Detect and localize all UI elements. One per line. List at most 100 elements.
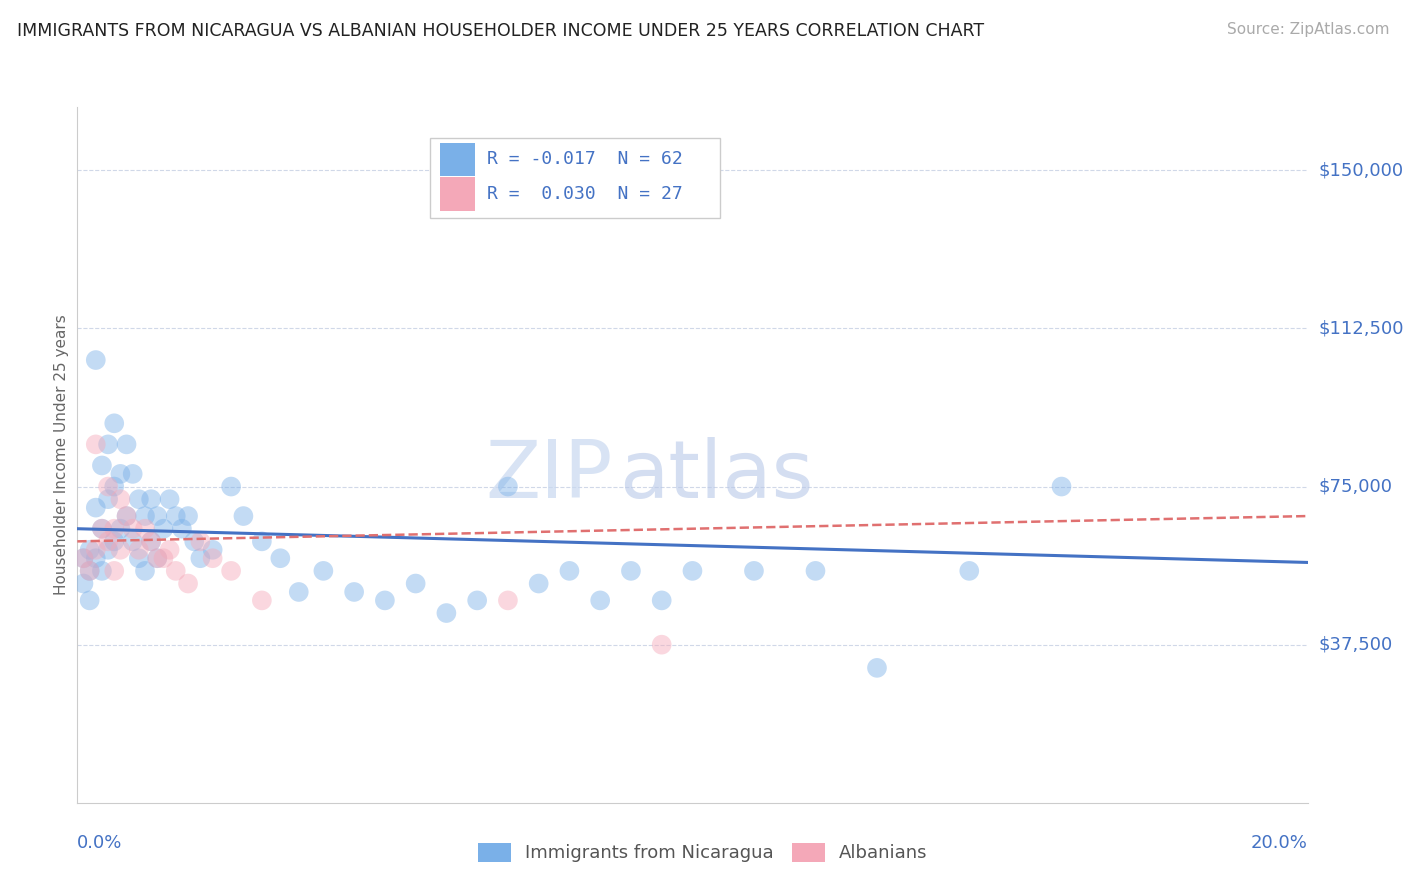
Point xyxy=(232,509,254,524)
Point xyxy=(79,593,101,607)
Text: $37,500: $37,500 xyxy=(1319,636,1393,654)
Point xyxy=(121,534,143,549)
Point xyxy=(1050,479,1073,493)
Point xyxy=(90,522,114,536)
Point xyxy=(103,534,125,549)
Point xyxy=(79,564,101,578)
Point xyxy=(527,576,550,591)
Point xyxy=(141,492,163,507)
Point xyxy=(288,585,311,599)
Point xyxy=(115,509,138,524)
Point xyxy=(177,576,200,591)
Point xyxy=(201,542,224,557)
Point xyxy=(558,564,581,578)
Point xyxy=(651,638,673,652)
Point xyxy=(110,467,132,481)
Text: R =  0.030  N = 27: R = 0.030 N = 27 xyxy=(486,185,683,203)
Point xyxy=(405,576,427,591)
Text: IMMIGRANTS FROM NICARAGUA VS ALBANIAN HOUSEHOLDER INCOME UNDER 25 YEARS CORRELAT: IMMIGRANTS FROM NICARAGUA VS ALBANIAN HO… xyxy=(17,22,984,40)
Point xyxy=(250,534,273,549)
Point xyxy=(79,542,101,557)
Point xyxy=(146,509,169,524)
Point xyxy=(84,353,107,368)
Text: Source: ZipAtlas.com: Source: ZipAtlas.com xyxy=(1226,22,1389,37)
Point xyxy=(188,551,212,566)
Point xyxy=(620,564,643,578)
Point xyxy=(110,522,132,536)
Point xyxy=(312,564,335,578)
Point xyxy=(134,509,156,524)
Point xyxy=(465,593,488,607)
Point xyxy=(170,522,193,536)
Text: 20.0%: 20.0% xyxy=(1251,834,1308,852)
Point xyxy=(84,542,107,557)
Point xyxy=(128,542,150,557)
Point xyxy=(79,564,101,578)
Point xyxy=(343,585,366,599)
Text: atlas: atlas xyxy=(619,437,813,515)
Point xyxy=(165,564,187,578)
Text: 0.0%: 0.0% xyxy=(77,834,122,852)
Point xyxy=(682,564,704,578)
Point xyxy=(651,593,673,607)
Text: $112,500: $112,500 xyxy=(1319,319,1405,337)
Point xyxy=(110,492,132,507)
Point xyxy=(269,551,291,566)
Text: $150,000: $150,000 xyxy=(1319,161,1403,179)
Point xyxy=(121,522,143,536)
Point xyxy=(103,522,125,536)
Point xyxy=(250,593,273,607)
Bar xyxy=(440,143,475,176)
Point xyxy=(589,593,612,607)
FancyBboxPatch shape xyxy=(430,138,720,219)
Legend: Immigrants from Nicaragua, Albanians: Immigrants from Nicaragua, Albanians xyxy=(471,836,935,870)
Point xyxy=(742,564,765,578)
Point xyxy=(152,551,174,566)
Point xyxy=(90,522,114,536)
Point xyxy=(141,534,163,549)
Point xyxy=(496,479,519,493)
Point xyxy=(97,542,120,557)
Point xyxy=(219,479,242,493)
Text: $75,000: $75,000 xyxy=(1319,477,1393,496)
Point xyxy=(84,500,107,515)
Bar xyxy=(440,178,475,211)
Point xyxy=(97,492,120,507)
Point xyxy=(84,437,107,451)
Point xyxy=(141,534,163,549)
Point xyxy=(97,437,120,451)
Point xyxy=(103,564,125,578)
Point xyxy=(134,522,156,536)
Point xyxy=(134,564,156,578)
Point xyxy=(188,534,212,549)
Text: ZIP: ZIP xyxy=(485,437,613,515)
Point xyxy=(128,551,150,566)
Point xyxy=(103,417,125,431)
Point xyxy=(97,479,120,493)
Point xyxy=(201,551,224,566)
Point xyxy=(183,534,205,549)
Point xyxy=(219,564,242,578)
Point xyxy=(374,593,396,607)
Point xyxy=(177,509,200,524)
Point xyxy=(72,576,94,591)
Point xyxy=(90,458,114,473)
Point xyxy=(159,542,181,557)
Point xyxy=(159,492,181,507)
Point xyxy=(496,593,519,607)
Point xyxy=(957,564,980,578)
Point xyxy=(110,542,132,557)
Point xyxy=(115,437,138,451)
Y-axis label: Householder Income Under 25 years: Householder Income Under 25 years xyxy=(53,315,69,595)
Point xyxy=(436,606,458,620)
Point xyxy=(165,509,187,524)
Point xyxy=(72,551,94,566)
Point xyxy=(146,551,169,566)
Text: R = -0.017  N = 62: R = -0.017 N = 62 xyxy=(486,150,683,169)
Point xyxy=(90,564,114,578)
Point xyxy=(97,534,120,549)
Point xyxy=(128,492,150,507)
Point xyxy=(72,551,94,566)
Point xyxy=(804,564,827,578)
Point xyxy=(866,661,889,675)
